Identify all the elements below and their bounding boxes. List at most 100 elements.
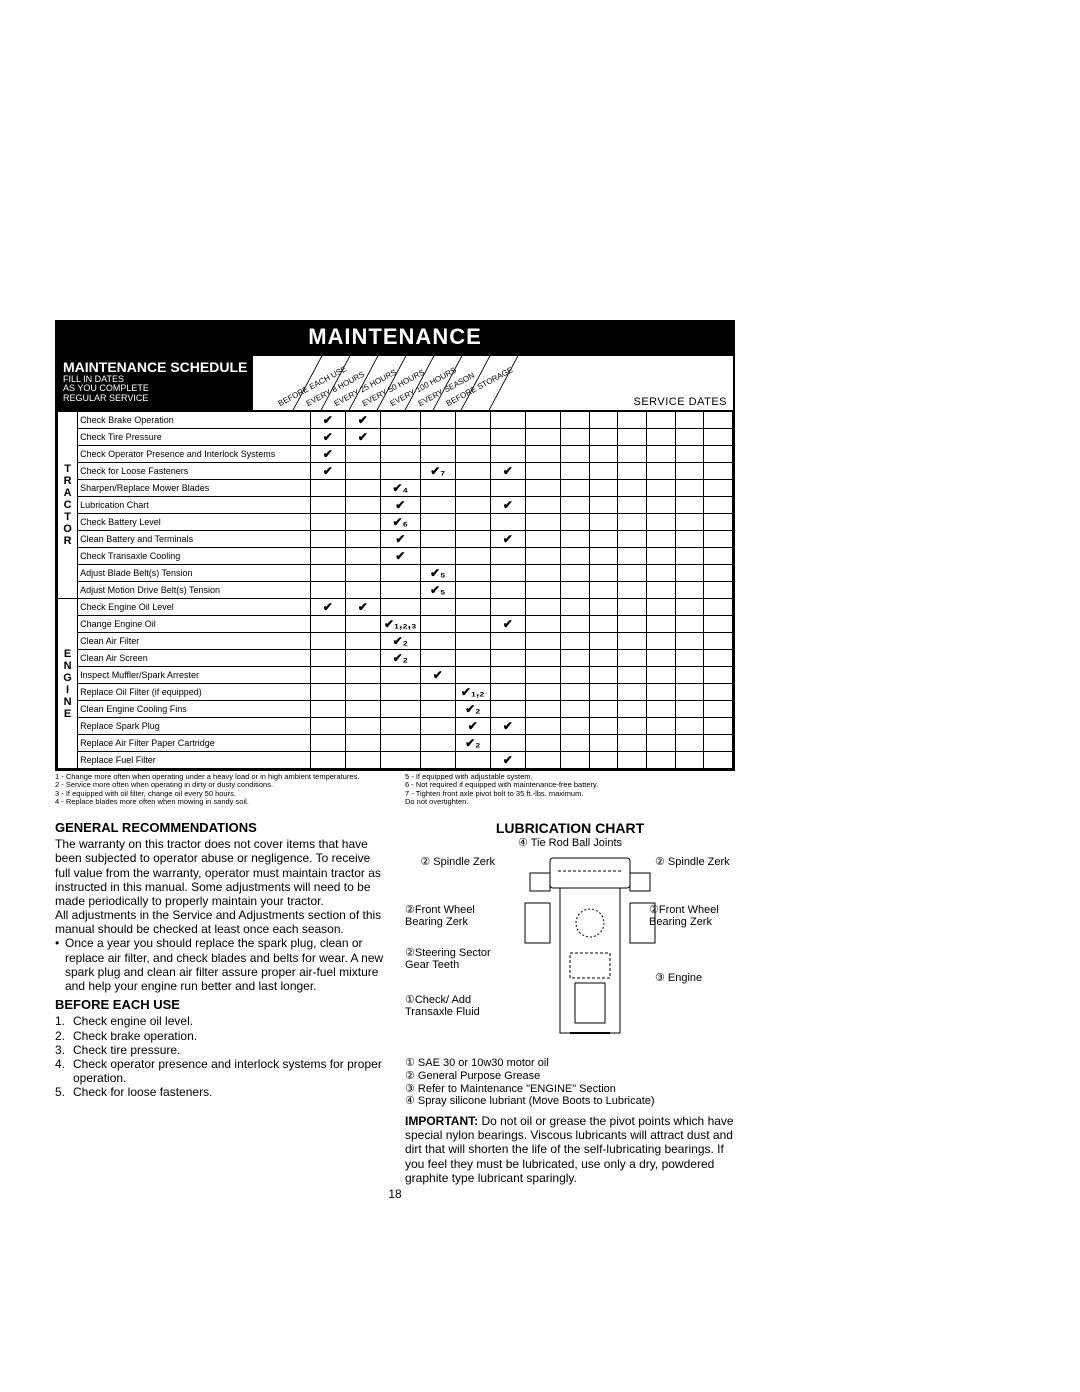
check-cell: ✔	[345, 599, 380, 616]
list-text: Check for loose fasteners.	[73, 1085, 385, 1099]
check-cell	[380, 463, 420, 480]
date-cell	[589, 463, 618, 480]
label-spindle-r: ② Spindle Zerk	[655, 857, 735, 869]
check-cell: ✔₂	[380, 633, 420, 650]
task-name: Check Operator Presence and Interlock Sy…	[78, 446, 311, 463]
date-cell	[560, 650, 589, 667]
check-cell	[525, 565, 560, 582]
check-cell	[455, 633, 490, 650]
date-cell	[589, 667, 618, 684]
date-cell	[675, 752, 704, 769]
date-cell	[646, 633, 675, 650]
check-cell	[420, 412, 455, 429]
date-cell	[646, 718, 675, 735]
date-cell	[704, 684, 733, 701]
date-cell	[560, 429, 589, 446]
check-cell	[420, 497, 455, 514]
page-number: 18	[55, 1187, 735, 1201]
label-spindle-l: ② Spindle Zerk	[405, 857, 495, 869]
check-cell	[525, 446, 560, 463]
check-cell	[380, 582, 420, 599]
check-cell	[345, 752, 380, 769]
check-cell: ✔₇	[420, 463, 455, 480]
check-cell	[420, 684, 455, 701]
check-cell	[345, 548, 380, 565]
check-cell	[310, 667, 345, 684]
check-cell: ✔	[310, 599, 345, 616]
task-name: Adjust Blade Belt(s) Tension	[78, 565, 311, 582]
date-cell	[560, 412, 589, 429]
check-cell	[420, 701, 455, 718]
date-cell	[646, 497, 675, 514]
check-cell: ✔	[310, 463, 345, 480]
check-cell	[455, 582, 490, 599]
date-cell	[589, 633, 618, 650]
date-cell	[618, 531, 647, 548]
check-cell	[345, 480, 380, 497]
check-cell: ✔	[380, 548, 420, 565]
date-cell	[560, 718, 589, 735]
check-cell	[525, 718, 560, 735]
task-name: Adjust Motion Drive Belt(s) Tension	[78, 582, 311, 599]
label-frontwheel-r: ②Front Wheel Bearing Zerk	[649, 905, 735, 928]
date-cell	[704, 616, 733, 633]
check-cell: ✔₅	[420, 565, 455, 582]
check-cell	[525, 514, 560, 531]
date-cell	[589, 752, 618, 769]
date-cell	[646, 752, 675, 769]
schedule-box: MAINTENANCE SCHEDULE FILL IN DATES AS YO…	[55, 354, 735, 771]
check-cell	[310, 616, 345, 633]
list-text: Check operator presence and interlock sy…	[73, 1057, 385, 1085]
side-label: TRACTOR	[58, 412, 78, 599]
check-cell: ✔₅	[420, 582, 455, 599]
check-cell	[455, 446, 490, 463]
check-cell	[455, 429, 490, 446]
list-number: 4.	[55, 1057, 73, 1085]
date-cell	[646, 616, 675, 633]
list-number: 3.	[55, 1043, 73, 1057]
date-cell	[675, 514, 704, 531]
date-cell	[560, 616, 589, 633]
task-name: Lubrication Chart	[78, 497, 311, 514]
footnote: Do not overtighten.	[405, 798, 735, 806]
check-cell	[525, 480, 560, 497]
check-cell	[420, 718, 455, 735]
check-cell	[345, 582, 380, 599]
date-cell	[675, 565, 704, 582]
date-cell	[560, 514, 589, 531]
check-cell	[490, 701, 525, 718]
check-cell	[455, 599, 490, 616]
check-cell	[380, 735, 420, 752]
date-cell	[618, 650, 647, 667]
date-cell	[618, 718, 647, 735]
date-cell	[589, 718, 618, 735]
check-cell	[345, 684, 380, 701]
check-cell	[380, 446, 420, 463]
date-cell	[560, 735, 589, 752]
check-cell	[490, 650, 525, 667]
date-cell	[675, 701, 704, 718]
date-cell	[589, 735, 618, 752]
date-cell	[618, 633, 647, 650]
tractor-icon	[500, 853, 680, 1053]
check-cell	[310, 531, 345, 548]
label-frontwheel-l: ②Front Wheel Bearing Zerk	[405, 905, 497, 928]
check-cell	[455, 616, 490, 633]
date-cell	[704, 718, 733, 735]
date-cell	[589, 497, 618, 514]
lubrication-title: LUBRICATION CHART	[405, 820, 735, 837]
check-cell: ✔₄	[380, 480, 420, 497]
date-cell	[704, 497, 733, 514]
date-cell	[646, 480, 675, 497]
lub-note: ① SAE 30 or 10w30 motor oil	[405, 1057, 735, 1070]
general-rec-body: The warranty on this tractor does not co…	[55, 837, 385, 908]
check-cell	[490, 633, 525, 650]
check-cell	[525, 650, 560, 667]
date-cell	[704, 548, 733, 565]
check-cell	[455, 548, 490, 565]
date-cell	[646, 463, 675, 480]
check-cell	[310, 582, 345, 599]
check-cell	[455, 531, 490, 548]
date-cell	[560, 582, 589, 599]
check-cell	[525, 684, 560, 701]
